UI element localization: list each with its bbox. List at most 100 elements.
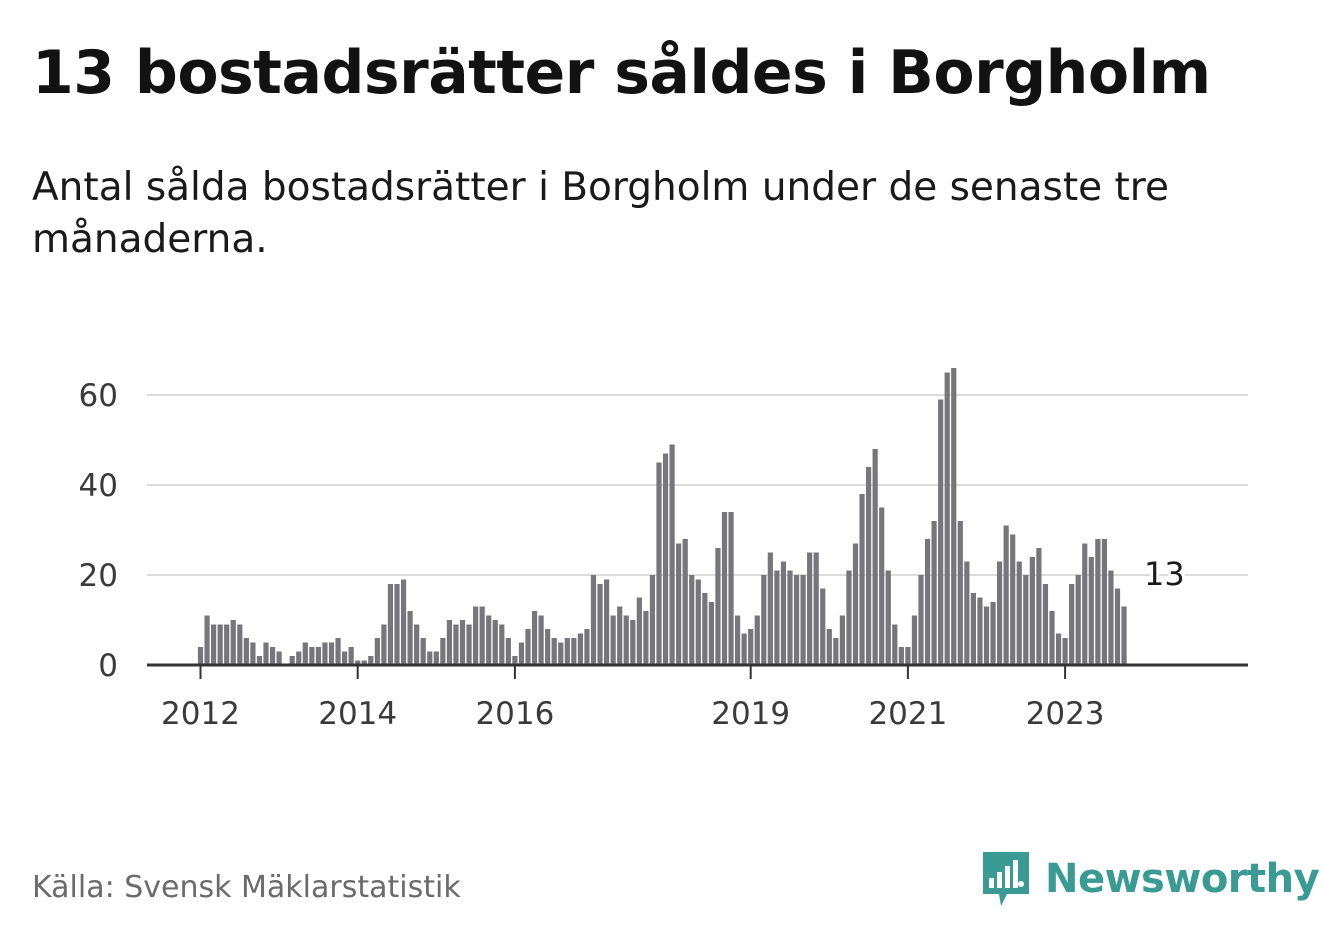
bar [892,624,898,665]
bar [695,579,701,665]
bar [590,575,597,665]
bar [997,561,1003,665]
bar [512,656,518,665]
bar [1069,584,1075,665]
bar [990,602,996,665]
bar [931,521,937,665]
bar [649,575,656,665]
bar [420,638,426,665]
bar [970,593,976,665]
bar [381,624,387,665]
bar [492,620,498,665]
bar [617,606,623,665]
bar [250,642,256,665]
bar [1088,557,1094,665]
bar [656,462,662,665]
bar [296,651,302,665]
bar [839,615,845,665]
bar [466,624,472,665]
bar [302,642,308,665]
bar [237,624,243,665]
bar [348,647,354,665]
bar [433,651,439,665]
bar [780,561,787,665]
bar [479,606,485,665]
bar [702,593,708,665]
bar [414,624,420,665]
bar [604,579,610,665]
bar [977,597,983,665]
bars [197,368,1127,665]
bar [315,647,321,665]
y-tick-label: 40 [79,468,118,504]
bar [276,651,282,665]
bar [715,548,721,665]
gridlines [147,394,1248,576]
bar [748,629,754,665]
bar [440,638,446,665]
bar [1003,525,1009,665]
bar [564,638,570,665]
bar [951,368,957,665]
bar [459,620,466,665]
bar [211,624,217,665]
bar [852,543,859,665]
chart-subtitle: Antal sålda bostadsrätter i Borgholm und… [32,165,1169,262]
bar [289,656,295,665]
bar [1062,638,1068,665]
bar [911,615,918,665]
value-callout: 13 [1144,555,1185,593]
bar [918,575,924,665]
x-tick-label: 2023 [1026,696,1105,732]
bar [263,642,269,665]
bar [1101,539,1107,665]
bar [944,372,950,665]
bar [741,633,747,665]
bar [938,399,944,665]
bar [610,615,616,665]
bar [551,638,557,665]
bar [217,624,223,665]
bar [322,642,328,665]
bar [446,620,452,665]
y-tick-label: 0 [98,648,118,684]
bar [230,620,236,665]
bar [387,584,394,665]
bar [400,579,407,665]
bar [584,629,590,665]
bar [1055,633,1062,665]
bar [335,638,341,665]
bar [669,444,675,665]
bar [368,656,374,665]
bar [394,584,400,665]
bar [224,624,230,665]
bar [204,615,210,665]
bar [1023,575,1029,665]
bar [342,651,348,665]
bar [355,660,361,665]
bar [1108,570,1114,665]
bar [924,539,931,665]
brand-logo[interactable]: Newsworthy [981,848,1320,910]
bar [662,453,669,665]
bar [735,615,741,665]
bar [525,629,531,665]
bar [807,552,813,665]
bar [721,512,728,665]
bar [885,570,891,665]
bar [453,624,459,665]
brand-name: Newsworthy [1045,856,1320,902]
bar [1121,606,1127,665]
bar [1095,539,1101,665]
bar [793,575,800,665]
bar [872,449,878,665]
bar [767,552,773,665]
page-title: 13 bostadsrätter såldes i Borgholm [32,38,1211,108]
bar [531,611,538,665]
bar [643,611,649,665]
bar [427,651,433,665]
bar [630,620,636,665]
bar [898,647,904,665]
bar [361,660,367,665]
